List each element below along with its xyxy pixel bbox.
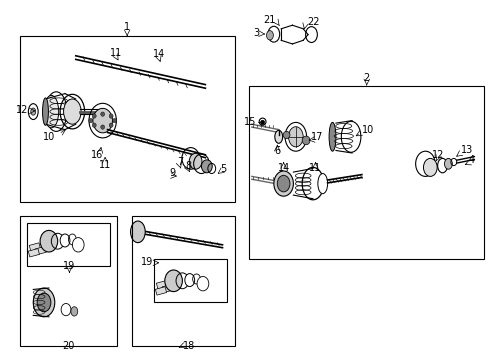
Text: 9: 9 bbox=[169, 168, 175, 178]
Text: 11: 11 bbox=[110, 48, 122, 58]
Text: 21: 21 bbox=[262, 15, 275, 25]
Ellipse shape bbox=[288, 127, 303, 147]
Ellipse shape bbox=[31, 108, 36, 115]
Ellipse shape bbox=[33, 288, 55, 317]
Ellipse shape bbox=[164, 270, 182, 292]
Text: 15: 15 bbox=[244, 117, 256, 127]
Text: 11: 11 bbox=[99, 160, 111, 170]
Ellipse shape bbox=[260, 120, 264, 125]
Ellipse shape bbox=[28, 104, 38, 120]
Text: 10: 10 bbox=[42, 132, 55, 142]
Text: 17: 17 bbox=[310, 132, 323, 142]
Ellipse shape bbox=[273, 171, 293, 196]
Ellipse shape bbox=[267, 26, 279, 42]
Bar bbox=[155, 287, 166, 295]
Ellipse shape bbox=[42, 98, 48, 125]
Bar bbox=[29, 243, 41, 251]
Text: 1: 1 bbox=[124, 22, 130, 32]
Ellipse shape bbox=[277, 175, 289, 192]
Ellipse shape bbox=[197, 276, 208, 291]
Ellipse shape bbox=[109, 123, 113, 127]
Ellipse shape bbox=[302, 136, 309, 145]
Bar bbox=[162, 284, 173, 293]
Ellipse shape bbox=[37, 293, 51, 312]
Ellipse shape bbox=[45, 92, 67, 131]
Text: 19: 19 bbox=[141, 257, 153, 267]
Text: 8: 8 bbox=[185, 161, 191, 171]
Text: 13: 13 bbox=[460, 145, 472, 156]
Ellipse shape bbox=[92, 123, 96, 127]
Ellipse shape bbox=[71, 307, 78, 316]
Text: 22: 22 bbox=[306, 17, 319, 27]
Ellipse shape bbox=[92, 114, 96, 118]
Ellipse shape bbox=[283, 131, 289, 139]
Text: 20: 20 bbox=[62, 341, 75, 351]
Ellipse shape bbox=[423, 158, 436, 176]
Bar bbox=[154, 259, 227, 302]
Ellipse shape bbox=[101, 125, 104, 129]
Text: 14: 14 bbox=[277, 163, 289, 174]
Bar bbox=[35, 246, 46, 255]
Ellipse shape bbox=[72, 238, 84, 252]
Text: 4: 4 bbox=[468, 155, 474, 165]
Bar bbox=[27, 223, 110, 266]
Text: 12: 12 bbox=[16, 105, 28, 115]
Ellipse shape bbox=[285, 122, 306, 151]
Bar bbox=[20, 36, 234, 202]
Ellipse shape bbox=[184, 274, 194, 287]
Bar bbox=[28, 248, 40, 257]
Ellipse shape bbox=[189, 153, 202, 169]
Bar bbox=[132, 216, 234, 346]
Ellipse shape bbox=[101, 112, 104, 116]
Ellipse shape bbox=[274, 130, 282, 143]
Ellipse shape bbox=[40, 230, 58, 252]
Text: 18: 18 bbox=[183, 341, 195, 351]
Text: 12: 12 bbox=[430, 150, 443, 160]
Ellipse shape bbox=[93, 108, 112, 133]
Ellipse shape bbox=[44, 95, 59, 128]
Ellipse shape bbox=[317, 174, 327, 194]
Ellipse shape bbox=[130, 221, 145, 243]
Bar bbox=[156, 280, 167, 289]
Ellipse shape bbox=[201, 160, 212, 173]
Text: 14: 14 bbox=[152, 49, 165, 59]
Bar bbox=[20, 216, 117, 346]
Ellipse shape bbox=[63, 99, 81, 124]
Text: 5: 5 bbox=[220, 164, 226, 174]
Text: 16: 16 bbox=[90, 150, 103, 160]
Ellipse shape bbox=[328, 122, 335, 151]
Text: 11: 11 bbox=[308, 163, 321, 174]
Ellipse shape bbox=[112, 118, 116, 123]
Text: 7: 7 bbox=[177, 157, 183, 167]
Text: 2: 2 bbox=[363, 73, 369, 84]
Ellipse shape bbox=[60, 234, 70, 247]
Ellipse shape bbox=[89, 118, 93, 123]
Text: 10: 10 bbox=[361, 125, 373, 135]
Bar bbox=[249, 86, 483, 259]
Ellipse shape bbox=[444, 158, 451, 169]
Text: 19: 19 bbox=[63, 261, 76, 271]
Ellipse shape bbox=[266, 31, 273, 40]
Text: 6: 6 bbox=[274, 146, 280, 156]
Text: 3: 3 bbox=[252, 28, 259, 38]
Ellipse shape bbox=[109, 114, 113, 118]
